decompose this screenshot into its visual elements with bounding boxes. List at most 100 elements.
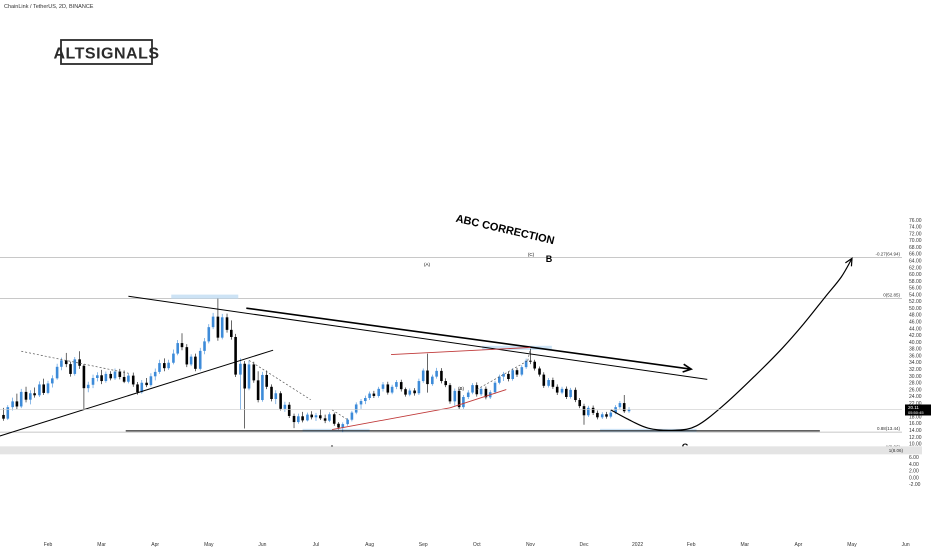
abc-arrow-line [246,307,692,370]
y-tick-label: 10.00 [909,442,922,448]
candle-body [421,370,425,382]
candle-body [484,388,488,398]
y-tick-label: 52.00 [909,299,922,305]
candle-body [64,360,68,365]
candle-body [457,390,461,408]
candle-body [234,336,237,375]
y-tick-label: 70.00 [909,238,922,244]
candle-body [301,416,304,421]
x-tick-label: 2022 [632,542,643,548]
candle-body [431,376,434,385]
candle-body [560,388,564,393]
candle-body [466,392,470,397]
candle-body [283,404,287,409]
candle-body [19,391,23,407]
candle-body [440,370,443,382]
candle-body [404,389,407,395]
candle-body [323,418,327,421]
candle-body [252,364,256,381]
dotted-line [248,360,311,400]
candle-body [42,384,46,393]
candle-body [176,343,180,354]
candle-body [493,382,497,393]
y-tick-label: 18.00 [909,414,922,420]
candle-body [314,415,318,418]
price-label-box [905,404,931,416]
y-tick-label: 40.00 [909,340,922,346]
candle-body [82,365,86,389]
dotted-line [476,360,528,390]
y-tick-label: 2.00 [909,469,919,475]
x-tick-label: Apr [151,542,159,548]
candle-body [462,396,465,408]
candle-body [574,389,577,401]
fib-axis-label: 1(8.06) [889,448,904,453]
x-tick-label: Mar [740,542,749,548]
y-tick-label: 6.00 [909,455,919,461]
red-trend-line [449,389,507,409]
candle-body [359,401,363,405]
y-tick-label: 32.00 [909,367,922,373]
sub-wave-c-label: (C) [528,252,535,257]
candle-body [515,370,519,375]
time-axis[interactable]: Feb Mar Apr May Jun Jul Aug Sep Oct Nov Dec 2022 Feb… [44,542,910,548]
x-tick-label: Feb [44,542,53,548]
x-tick-label: Sep [419,542,428,548]
candle-body [569,389,572,397]
x-tick-label: Nov [526,542,535,548]
candle-body [287,404,291,416]
candle-body [350,412,354,420]
fib-label: 0.88(13.44) [877,426,901,431]
candle-body [100,375,103,382]
x-tick-label: Jul [313,542,319,548]
candle-body [194,356,197,369]
candle-body [605,414,608,417]
candle-body [498,376,501,383]
fib-label: -0.27(64.94) [875,252,900,257]
candle-body [38,384,41,396]
x-tick-label: Jun [902,542,910,548]
candle-body [578,400,582,407]
candle-body [230,329,233,337]
abc-arrow-head [682,363,694,373]
candle-body [225,317,229,330]
x-tick-label: Feb [687,542,696,548]
candle-body [306,414,309,421]
candle-body [346,419,349,425]
candle-body [426,370,429,385]
candle-body [24,391,28,400]
price-axis-background [902,0,932,550]
candle-body [596,412,599,418]
price-label-time: 05:50:45 [908,410,924,415]
candle-body [524,360,528,368]
candle-body [413,390,416,394]
candle-body [341,424,345,428]
y-tick-label: 62.00 [909,265,922,271]
candle-body [145,382,148,386]
candle-body [364,397,367,402]
candle-body [297,416,300,423]
candle-body [91,377,95,385]
candle-body [122,376,126,382]
candle-body [127,375,130,382]
sub-wave-b-label: (B) [458,386,465,391]
y-tick-label: 54.00 [909,292,922,298]
candle-body [33,393,36,396]
y-tick-label: 56.00 [909,286,922,292]
candle-body [185,347,189,365]
candle-body [118,371,122,377]
y-tick-label: 36.00 [909,353,922,359]
candle-body [520,367,524,375]
y-tick-label: 72.00 [909,231,922,237]
candle-body [332,414,336,424]
candle-body [256,380,260,401]
candle-body [180,343,184,348]
candle-body [6,407,10,419]
candle-body [109,373,113,379]
candle-body [189,356,193,365]
y-tick-label: 46.00 [909,320,922,326]
candle-body [511,370,515,380]
candle-body [582,406,586,416]
